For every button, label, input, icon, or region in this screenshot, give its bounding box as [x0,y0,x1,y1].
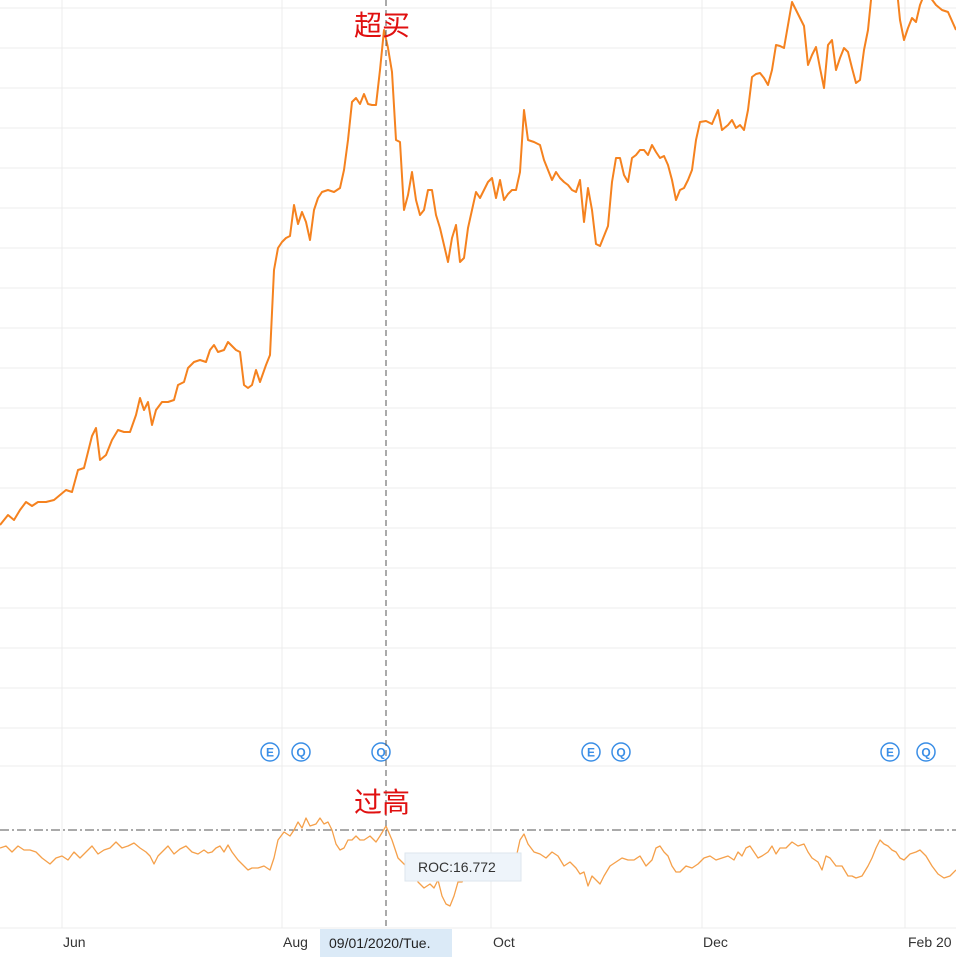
event-marker-q-icon[interactable]: Q [371,742,391,762]
event-letter: E [886,746,894,760]
roc-tooltip: ROC:16.772 [404,852,522,882]
event-marker-e-icon[interactable]: E [260,742,280,762]
event-letter: Q [921,746,930,760]
event-circle [260,742,280,762]
event-letter: Q [296,746,305,760]
annotation-label: 超买 [354,10,410,41]
x-tick-label: Jun [63,934,86,950]
event-circle [371,742,391,762]
crosshair-date-label: 09/01/2020/Tue. [320,929,452,957]
x-tick-label: Aug [283,934,308,950]
date-box [320,929,452,957]
price-line-segment [896,0,956,41]
event-circle [291,742,311,762]
event-marker-e-icon[interactable]: E [880,742,900,762]
date-text: 09/01/2020/Tue. [329,935,430,951]
gridlines [0,0,956,929]
event-circle [581,742,601,762]
event-letter: Q [376,746,385,760]
event-circle [916,742,936,762]
event-letter: Q [616,746,625,760]
event-marker-q-icon[interactable]: Q [291,742,311,762]
x-tick-label: Oct [493,934,515,950]
price-line [0,0,873,526]
event-marker-q-icon[interactable]: Q [611,742,631,762]
x-tick-label: Dec [703,934,728,950]
annotation-label: 过高 [354,787,410,818]
event-marker-e-icon[interactable]: E [581,742,601,762]
tooltip-box [404,852,522,882]
event-letter: E [587,746,595,760]
event-circle [880,742,900,762]
event-marker-q-icon[interactable]: Q [916,742,936,762]
x-tick-label: Feb 20 [908,934,952,950]
x-axis: Jun Aug Oct Dec Feb 20 09/01/2020/Tue. [63,929,952,957]
tooltip-text: ROC:16.772 [418,859,496,875]
price-panel [0,0,956,526]
event-letter: E [266,746,274,760]
event-circle [611,742,631,762]
